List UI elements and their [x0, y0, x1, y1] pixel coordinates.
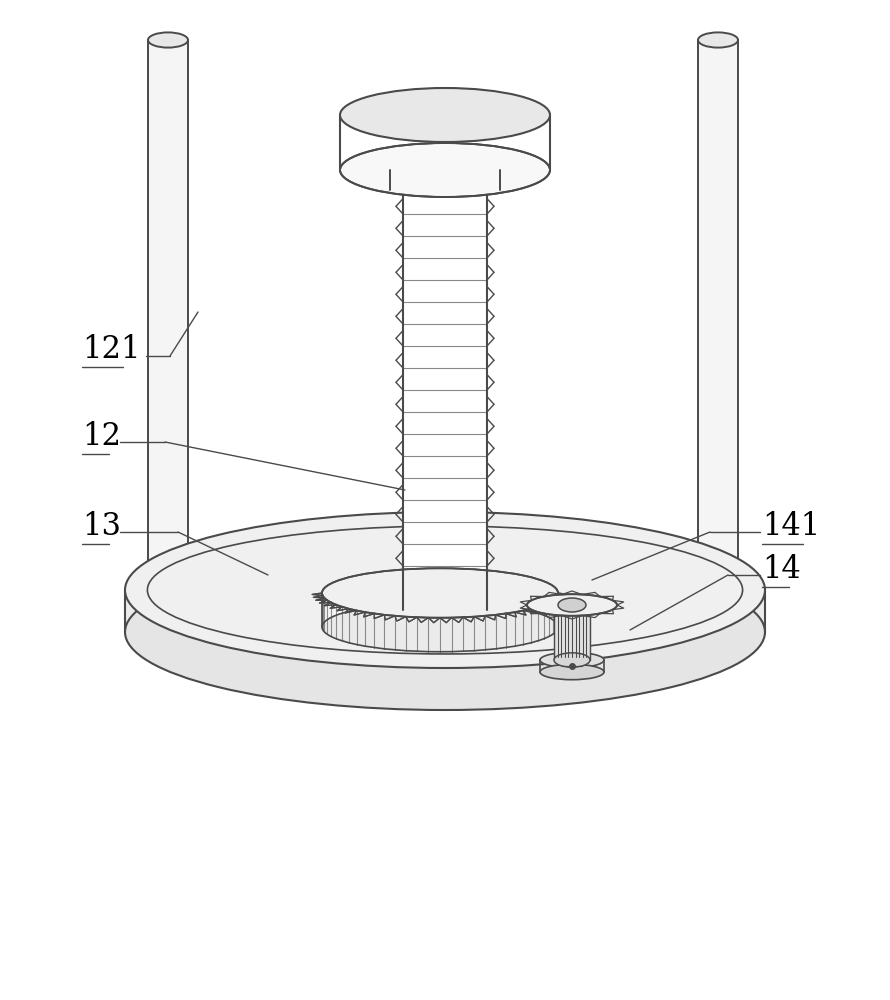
Ellipse shape	[322, 602, 558, 652]
Ellipse shape	[698, 32, 738, 48]
Polygon shape	[390, 170, 500, 190]
Polygon shape	[554, 605, 590, 660]
Text: 13: 13	[82, 511, 121, 542]
Ellipse shape	[340, 143, 550, 197]
Polygon shape	[403, 190, 487, 590]
Ellipse shape	[125, 554, 765, 710]
Text: 121: 121	[82, 334, 141, 365]
Ellipse shape	[558, 598, 586, 612]
Polygon shape	[148, 40, 188, 632]
Text: 141: 141	[762, 511, 821, 542]
Ellipse shape	[527, 594, 617, 616]
Text: 12: 12	[82, 421, 121, 452]
Text: 14: 14	[762, 554, 801, 585]
Ellipse shape	[540, 652, 604, 668]
Ellipse shape	[125, 512, 765, 668]
Polygon shape	[125, 590, 765, 632]
Ellipse shape	[540, 664, 604, 680]
Polygon shape	[322, 593, 558, 627]
Ellipse shape	[148, 32, 188, 48]
Ellipse shape	[340, 88, 550, 142]
Polygon shape	[698, 40, 738, 632]
Ellipse shape	[554, 653, 590, 667]
Ellipse shape	[322, 568, 558, 618]
